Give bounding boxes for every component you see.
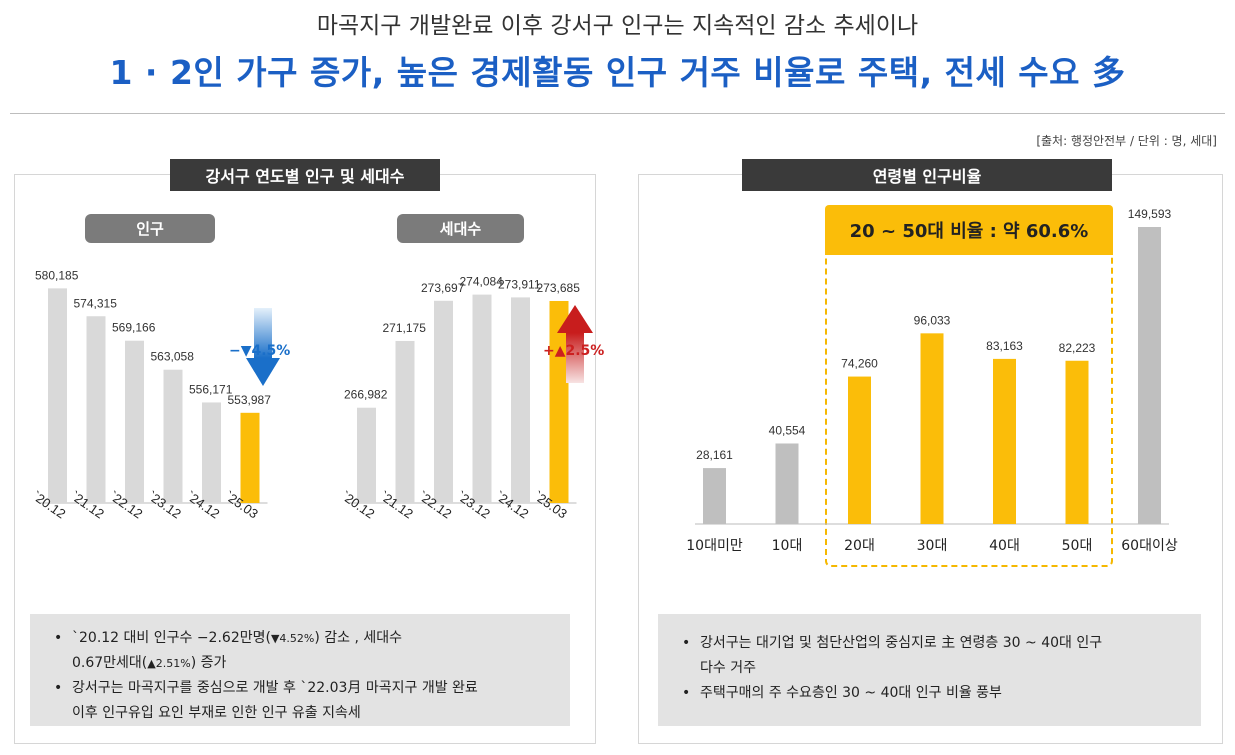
down-arrow-icon <box>246 308 280 386</box>
bar <box>48 288 67 503</box>
value-label: 556,171 <box>189 382 233 396</box>
value-label: 274,084 <box>460 275 504 289</box>
bar <box>163 369 183 503</box>
note-item: 주택구매의 주 수요층인 30 ~ 40대 인구 비율 풍부 <box>678 681 1181 706</box>
value-label: 574,315 <box>74 296 118 310</box>
bar <box>125 340 144 503</box>
households-change-badge: +▲2.5% <box>543 343 605 359</box>
note-item: `20.12 대비 인구수 −2.62만명(▼4.52%) 감소 , 세대수 0… <box>50 626 550 676</box>
bar <box>703 468 726 524</box>
category-label: 20대 <box>844 538 875 554</box>
value-label: 569,166 <box>112 321 156 335</box>
category-label: 10대 <box>772 538 803 554</box>
category-label: 40대 <box>989 538 1020 554</box>
page-title: 1 · 2인 가구 증가, 높은 경제활동 인구 거주 비율로 주택, 전세 수… <box>109 53 1126 92</box>
bar <box>775 443 799 524</box>
value-label: 271,175 <box>383 321 427 335</box>
category-label: 10대미만 <box>686 538 743 554</box>
category-label: 50대 <box>1062 538 1093 554</box>
bar <box>848 376 871 524</box>
value-label: 580,185 <box>35 268 79 282</box>
age-ribbon: 연령별 인구비율 <box>742 159 1112 191</box>
households-chart: 266,982`20.12271,175`21.12273,697`22.122… <box>339 275 581 522</box>
page-subtitle: 마곡지구 개발완료 이후 강서구 인구는 지속적인 감소 추세이나 <box>316 13 919 39</box>
value-label: 266,982 <box>344 388 388 402</box>
value-label: 74,260 <box>841 357 878 371</box>
value-label: 563,058 <box>151 350 195 364</box>
bar <box>1065 360 1089 524</box>
category-label: 30대 <box>917 538 948 554</box>
value-label: 273,685 <box>537 281 581 295</box>
population-notes: `20.12 대비 인구수 −2.62만명(▼4.52%) 감소 , 세대수 0… <box>30 614 570 726</box>
value-label: 82,223 <box>1059 341 1096 355</box>
value-label: 553,987 <box>228 393 272 407</box>
bar <box>202 402 221 503</box>
note-item: 강서구는 대기업 및 첨단산업의 중심지로 主 연령층 30 ~ 40대 인구 … <box>678 631 1181 681</box>
value-label: 273,911 <box>498 277 541 291</box>
bar <box>1138 227 1161 524</box>
bar <box>240 412 260 503</box>
bar <box>549 300 569 503</box>
value-label: 28,161 <box>696 448 733 462</box>
title-divider <box>10 113 1225 114</box>
up-arrow-icon <box>557 305 593 383</box>
bar <box>511 297 530 503</box>
age-highlight-tag: 20 ~ 50대 비율 : 약 60.6% <box>825 205 1113 255</box>
population-chart: 580,185`20.12574,315`21.12569,166`22.125… <box>30 268 272 521</box>
population-chart-label: 인구 <box>85 214 215 243</box>
value-label: 149,593 <box>1128 207 1172 221</box>
bar <box>920 333 944 524</box>
value-label: 83,163 <box>986 339 1023 353</box>
source-note: [출처: 행정안전부 / 단위 : 명, 세대] <box>1036 134 1217 148</box>
bar <box>472 294 492 503</box>
bar <box>434 300 453 503</box>
bar <box>86 316 106 503</box>
note-item: 강서구는 마곡지구를 중심으로 개발 후 `22.03月 마곡지구 개발 완료 … <box>50 676 550 726</box>
bar <box>993 358 1016 524</box>
population-ribbon: 강서구 연도별 인구 및 세대수 <box>170 159 440 191</box>
value-label: 273,697 <box>421 281 465 295</box>
households-chart-label: 세대수 <box>397 214 524 243</box>
age-notes: 강서구는 대기업 및 첨단산업의 중심지로 主 연령층 30 ~ 40대 인구 … <box>658 614 1201 726</box>
bar <box>395 340 415 503</box>
age-chart: 28,161 10대미만 40,554 10대 74,260 20대 96,033 30대 83… <box>686 207 1178 554</box>
category-label: 60대이상 <box>1121 538 1178 554</box>
population-change-badge: −▼4.5% <box>229 343 291 359</box>
bar <box>357 407 376 503</box>
value-label: 40,554 <box>769 423 806 437</box>
value-label: 96,033 <box>914 313 951 327</box>
